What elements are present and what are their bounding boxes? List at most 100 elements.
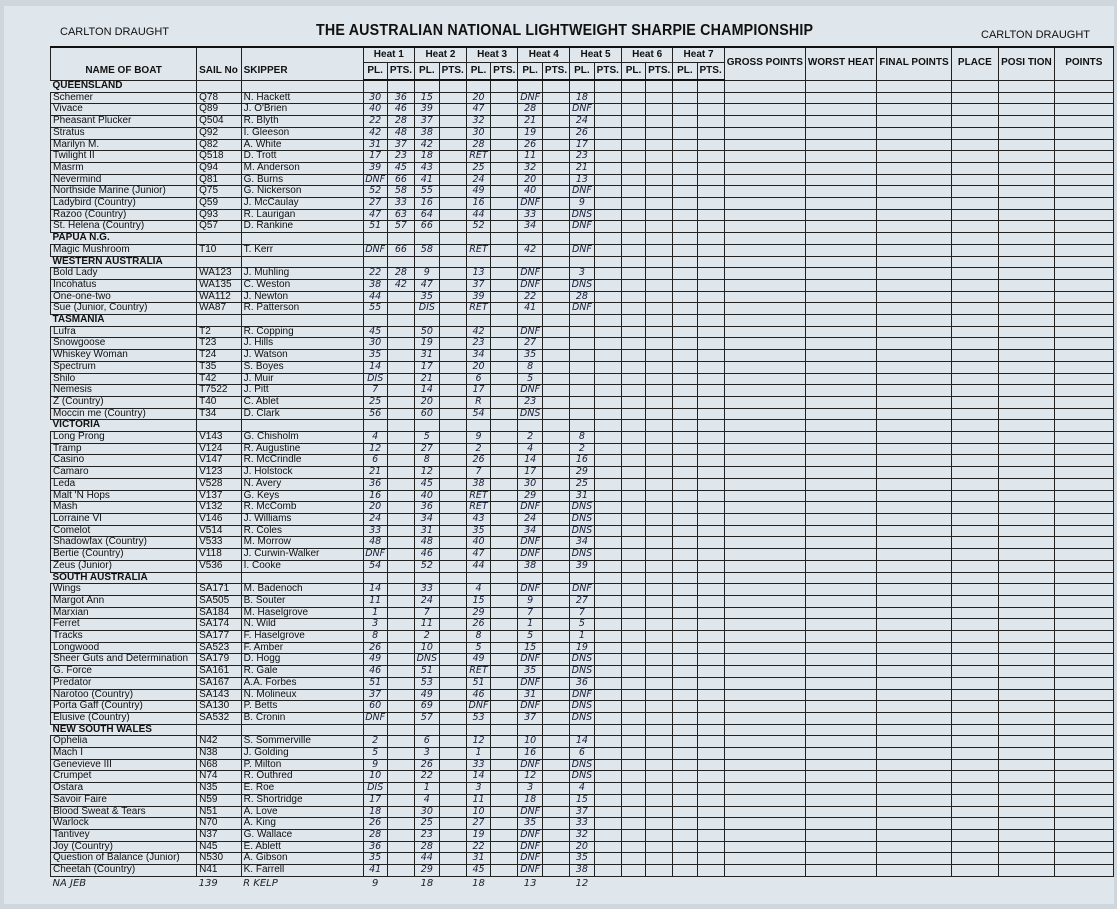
place-cell bbox=[620, 747, 647, 760]
place-cell bbox=[620, 161, 647, 175]
summary-cell bbox=[723, 442, 806, 456]
place-cell: 22 bbox=[362, 267, 388, 280]
sail-number: N59 bbox=[196, 793, 242, 807]
place-cell: 1 bbox=[465, 747, 492, 760]
boat-name: Tramp bbox=[49, 442, 198, 456]
summary-cell bbox=[876, 524, 952, 538]
points-cell bbox=[490, 372, 519, 386]
skipper-name: J. Holstock bbox=[240, 466, 364, 479]
brand-right: CARLTON DRAUGHT bbox=[981, 29, 1090, 41]
points-cell bbox=[645, 267, 674, 280]
sail-number: SA171 bbox=[196, 583, 242, 596]
empty-cell bbox=[362, 79, 388, 93]
place-cell: 16 bbox=[569, 454, 595, 468]
place-cell bbox=[672, 442, 698, 456]
place-cell bbox=[620, 150, 647, 163]
place-cell: 28 bbox=[517, 103, 543, 117]
summary-cell bbox=[1053, 840, 1115, 854]
points-cell bbox=[593, 606, 622, 620]
points-cell bbox=[490, 630, 519, 643]
place-cell: DNF bbox=[517, 758, 543, 772]
place-cell bbox=[620, 349, 647, 362]
points-cell bbox=[386, 676, 416, 690]
place-cell: 38 bbox=[414, 126, 440, 140]
summary-cell bbox=[950, 594, 1000, 608]
place-cell bbox=[672, 700, 698, 713]
points-cell bbox=[386, 747, 416, 760]
table-row: Magic Mushroom T10 T. Kerr DNF 66 58 RET 42 DNF bbox=[49, 243, 1115, 257]
points-cell bbox=[593, 150, 622, 163]
points-cell bbox=[541, 360, 571, 374]
skipper-name: C. Weston bbox=[240, 278, 364, 292]
points-cell bbox=[696, 489, 725, 503]
points-cell bbox=[438, 665, 467, 678]
place-cell: 6 bbox=[414, 735, 440, 749]
place-cell: 66 bbox=[414, 220, 440, 234]
place-cell: 18 bbox=[414, 150, 440, 163]
place-cell: DNS bbox=[569, 513, 595, 526]
place-cell: 45 bbox=[362, 325, 388, 339]
points-cell bbox=[438, 524, 467, 538]
place-cell bbox=[621, 876, 645, 893]
points-cell bbox=[696, 583, 725, 596]
points-cell bbox=[541, 676, 571, 690]
points-cell bbox=[645, 536, 674, 550]
place-cell: 51 bbox=[465, 676, 492, 690]
sail-number: N45 bbox=[196, 840, 242, 854]
summary-cell bbox=[877, 876, 951, 893]
points-cell bbox=[645, 185, 674, 199]
table-row: Ladybird (Country) Q59 J. McCaulay 27 33 16 16… bbox=[49, 197, 1115, 210]
empty-cell bbox=[386, 255, 416, 269]
summary-cell bbox=[876, 606, 952, 620]
place-cell: 7 bbox=[517, 606, 543, 620]
empty-cell bbox=[876, 232, 952, 245]
summary-cell bbox=[950, 606, 1000, 620]
points-cell bbox=[386, 594, 416, 608]
place-cell: 3 bbox=[414, 747, 440, 760]
empty-cell bbox=[723, 723, 806, 737]
summary-cell bbox=[723, 91, 806, 105]
empty-cell bbox=[414, 255, 440, 269]
points-cell bbox=[645, 349, 674, 362]
points-cell bbox=[386, 384, 416, 397]
summary-cell bbox=[723, 688, 806, 702]
table-row: Ophelia N42 S. Sommerville 2 6 12 10 14 bbox=[49, 735, 1115, 749]
place-cell: 30 bbox=[465, 126, 492, 140]
place-cell: 44 bbox=[362, 290, 388, 304]
place-cell bbox=[672, 747, 698, 760]
place-cell: 33 bbox=[517, 208, 543, 222]
sail-number: T35 bbox=[196, 360, 242, 374]
summary-cell bbox=[950, 688, 1000, 702]
place-cell bbox=[620, 805, 647, 819]
boat-name: Cheetah (Country) bbox=[49, 864, 198, 877]
points-cell bbox=[645, 641, 674, 655]
points-cell bbox=[697, 876, 724, 893]
summary-cell bbox=[950, 747, 1000, 760]
table-row: Whiskey Woman T24 J. Watson 35 31 34 35 bbox=[49, 349, 1115, 362]
empty-cell bbox=[1053, 232, 1115, 245]
summary-cell bbox=[950, 758, 1000, 772]
table-row: Spectrum T35 S. Boyes 14 17 20 8 bbox=[49, 360, 1115, 374]
points-cell bbox=[645, 793, 674, 807]
place-cell: 53 bbox=[414, 676, 440, 690]
summary-cell bbox=[876, 548, 952, 561]
place-cell: 38 bbox=[517, 559, 543, 573]
summary-cell bbox=[876, 91, 952, 105]
boat-name: Marilyn M. bbox=[49, 138, 198, 152]
place-cell: 35 bbox=[517, 349, 543, 362]
points-cell bbox=[541, 864, 571, 877]
points-cell bbox=[593, 641, 622, 655]
points-cell bbox=[438, 828, 467, 842]
place-cell: DNF bbox=[569, 302, 595, 316]
place-cell: 4 bbox=[569, 782, 595, 795]
points-cell bbox=[386, 641, 416, 655]
points-cell bbox=[593, 817, 622, 830]
summary-cell bbox=[724, 876, 805, 893]
empty-cell bbox=[517, 314, 543, 327]
table-row: Warlock N70 A. King 26 25 27 35 33 bbox=[49, 817, 1115, 830]
points-cell bbox=[541, 630, 571, 643]
points-cell bbox=[438, 442, 467, 456]
points-cell bbox=[490, 513, 519, 526]
summary-cell bbox=[723, 197, 806, 210]
points-cell bbox=[696, 559, 725, 573]
